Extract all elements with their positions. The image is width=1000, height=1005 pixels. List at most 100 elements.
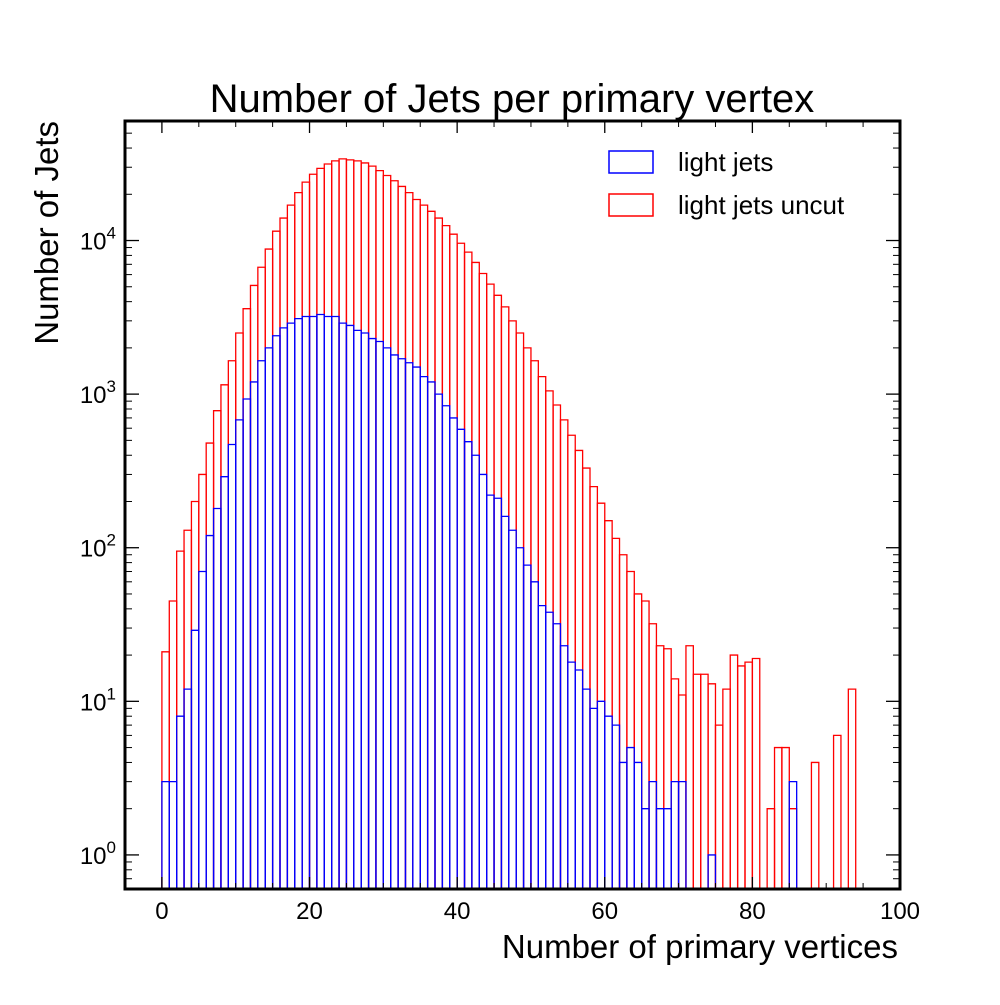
histogram-bar [775,748,782,889]
histogram-bar [642,809,649,889]
histogram-bar [671,782,678,889]
histogram-bar [597,503,604,889]
bars-layer [162,159,856,889]
histogram-bar [324,164,331,889]
histogram-bar [583,468,590,889]
y-tick-label: 101 [80,684,116,716]
histogram-bar [834,735,841,889]
histogram-bar [553,624,560,889]
histogram-bar [516,548,523,889]
histogram-bar [332,161,339,889]
histogram-bar [516,333,523,889]
histogram-bar [782,748,789,889]
histogram-bar [310,174,317,889]
histogram-bar [442,406,449,889]
histogram-bar [612,725,619,889]
histogram-bar [708,684,715,889]
histogram-bar [664,649,671,889]
histogram-bar [715,725,722,889]
histogram-bar [656,646,663,889]
histogram-bar [612,538,619,889]
histogram-bar [789,809,796,889]
histogram-bar [428,382,435,889]
histogram-bar [405,363,412,889]
histogram-bar [642,601,649,889]
x-tick-label: 60 [591,898,618,925]
histogram-bar [214,411,221,889]
histogram-bar [634,762,641,889]
histogram-bar [457,429,464,889]
histogram-bar [605,521,612,889]
histogram-bar [472,455,479,889]
histogram-bar [634,594,641,889]
histogram-bar [214,509,221,889]
histogram-bar [310,317,317,889]
histogram-bar [280,328,287,889]
histogram-bar [664,809,671,889]
histogram-bar [273,336,280,889]
histogram-bar [332,317,339,889]
histogram-bar [191,501,198,889]
histogram-bar [376,171,383,889]
histogram-bar [184,689,191,889]
histogram-bar [265,348,272,889]
histogram-bar [243,309,250,889]
histogram-bar [280,218,287,889]
histogram-bar [524,565,531,889]
histogram-bar [169,782,176,889]
x-axis-label: Number of primary vertices [502,928,898,965]
histogram-bar [273,231,280,889]
histogram-bar [346,160,353,889]
histogram-bar [560,420,567,889]
histogram-bar [236,333,243,889]
histogram-bar [487,284,494,889]
histogram-bar [627,748,634,889]
histogram-bar [199,572,206,889]
histogram-bar [671,679,678,889]
histogram-bar [472,262,479,889]
histogram-bar [583,689,590,889]
histogram-bar [848,689,855,889]
histogram-bar [479,474,486,889]
histogram-bar [620,762,627,889]
chart-title: Number of Jets per primary vertex [210,77,815,121]
histogram-bar [649,782,656,889]
histogram-bar [708,855,715,889]
histogram-bar [169,601,176,889]
y-tick-label: 100 [80,838,116,870]
histogram-bar [191,630,198,889]
histogram-bar [811,762,818,889]
histogram-bar [605,716,612,889]
histogram-bar [354,330,361,889]
histogram-bar [206,443,213,889]
histogram-bar [590,487,597,889]
histogram-bar [369,166,376,889]
histogram-bar [531,582,538,889]
histogram-bar [258,361,265,889]
histogram-bar [509,321,516,889]
histogram-bar [265,249,272,889]
x-tick-label: 100 [880,898,920,925]
histogram-bar [546,612,553,889]
histogram-bar [361,163,368,889]
histogram-bar [457,243,464,889]
histogram-bar [501,307,508,889]
histogram-bar [302,182,309,889]
histogram-bar [221,477,228,889]
histogram-bar [376,342,383,889]
histogram-bar [679,695,686,889]
histogram-bar [250,382,257,889]
legend-label-light-jets-uncut: light jets uncut [678,190,845,220]
y-tick-label: 103 [80,377,116,409]
histogram-bar [228,444,235,889]
histogram-bar [287,205,294,889]
histogram-bar [752,659,759,889]
histogram-bar [361,333,368,889]
histogram-bar [250,285,257,889]
histogram-bar [413,367,420,889]
histogram-bar [745,662,752,889]
histogram-bar [620,555,627,889]
histogram-bar [509,530,516,889]
legend-swatch-light-jets [609,151,653,173]
